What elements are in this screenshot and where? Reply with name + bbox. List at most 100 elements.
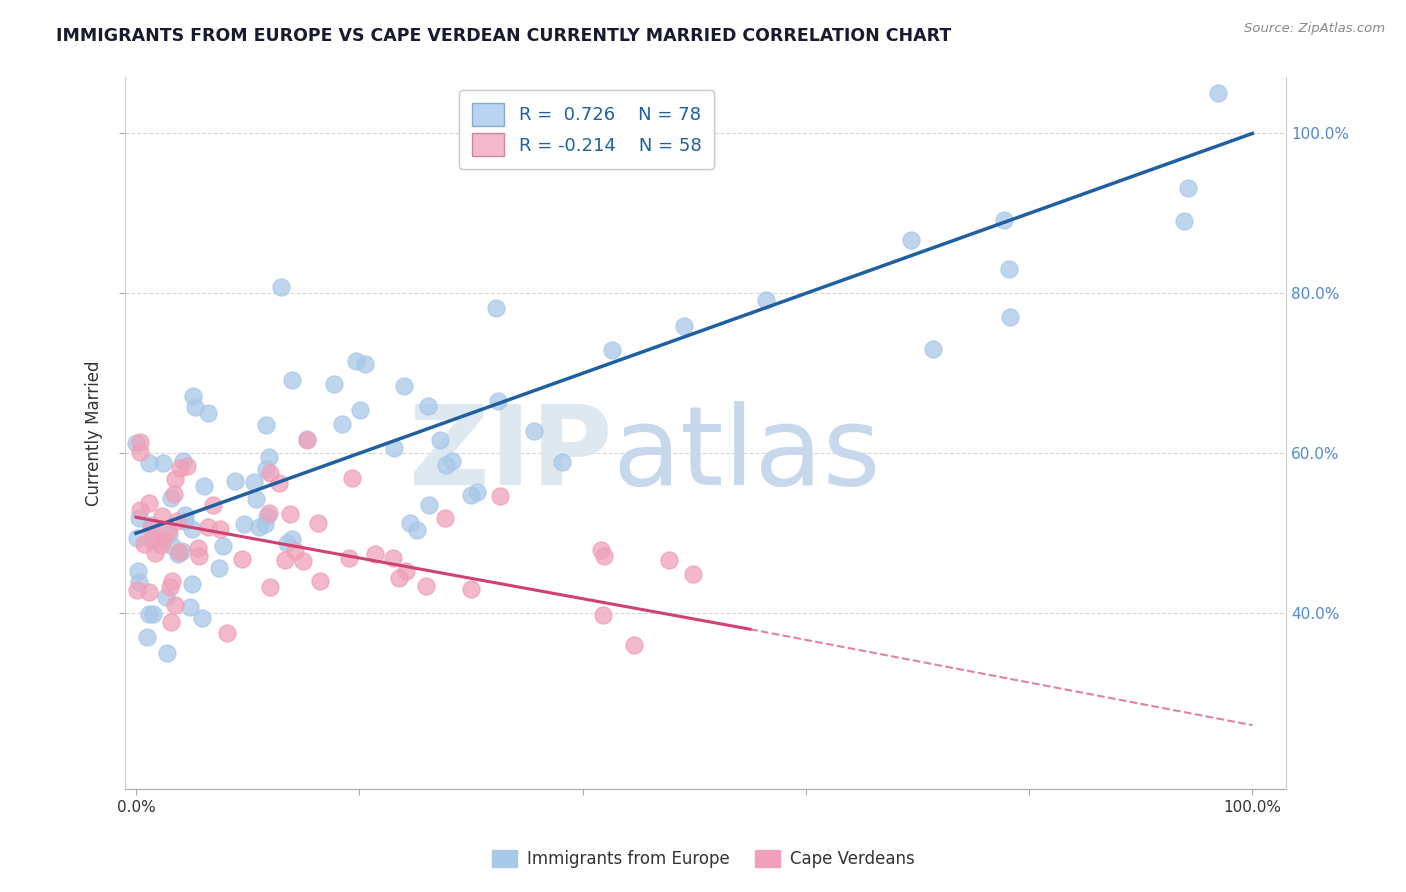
Point	[382, 441, 405, 455]
Point	[460, 582, 482, 597]
Point	[441, 454, 464, 468]
Point	[224, 474, 246, 488]
Point	[132, 537, 155, 551]
Point	[486, 394, 509, 409]
Point	[197, 407, 219, 421]
Point	[127, 564, 149, 578]
Point	[381, 551, 404, 566]
Point	[1173, 213, 1195, 227]
Legend: Immigrants from Europe, Cape Verdeans: Immigrants from Europe, Cape Verdeans	[485, 843, 921, 875]
Point	[416, 399, 439, 413]
Point	[364, 548, 387, 562]
Point	[280, 533, 302, 547]
Point	[488, 489, 510, 503]
Point	[209, 522, 232, 536]
Point	[254, 516, 277, 531]
Point	[188, 549, 211, 564]
Point	[152, 456, 174, 470]
Point	[127, 582, 149, 597]
Point	[281, 373, 304, 387]
Point	[593, 549, 616, 563]
Point	[166, 514, 188, 528]
Point	[181, 389, 204, 403]
Point	[139, 522, 162, 536]
Point	[212, 539, 235, 553]
Point	[150, 538, 173, 552]
Point	[162, 539, 184, 553]
Legend: R =  0.726    N = 78, R = -0.214    N = 58: R = 0.726 N = 78, R = -0.214 N = 58	[458, 90, 714, 169]
Point	[307, 516, 329, 530]
Point	[922, 343, 945, 357]
Point	[523, 424, 546, 438]
Point	[152, 533, 174, 548]
Point	[193, 479, 215, 493]
Point	[465, 484, 488, 499]
Point	[157, 524, 180, 538]
Point	[215, 625, 238, 640]
Point	[174, 514, 197, 528]
Point	[142, 607, 165, 622]
Point	[309, 574, 332, 589]
Point	[141, 533, 163, 548]
Point	[256, 417, 278, 432]
Point	[127, 531, 149, 545]
Point	[176, 458, 198, 473]
Point	[184, 401, 207, 415]
Point	[399, 516, 422, 530]
Text: ZIP: ZIP	[409, 401, 613, 508]
Point	[166, 548, 188, 562]
Point	[388, 572, 411, 586]
Point	[418, 498, 440, 512]
Point	[395, 564, 418, 578]
Point	[155, 590, 177, 604]
Point	[323, 376, 346, 391]
Point	[485, 301, 508, 315]
Point	[233, 517, 256, 532]
Point	[138, 456, 160, 470]
Point	[150, 508, 173, 523]
Point	[337, 550, 360, 565]
Point	[269, 476, 291, 491]
Point	[181, 576, 204, 591]
Point	[254, 462, 277, 476]
Point	[136, 631, 159, 645]
Text: IMMIGRANTS FROM EUROPE VS CAPE VERDEAN CURRENTLY MARRIED CORRELATION CHART: IMMIGRANTS FROM EUROPE VS CAPE VERDEAN C…	[56, 27, 952, 45]
Text: Source: ZipAtlas.com: Source: ZipAtlas.com	[1244, 22, 1385, 36]
Point	[256, 508, 278, 523]
Point	[340, 471, 363, 485]
Point	[167, 545, 190, 559]
Point	[550, 455, 572, 469]
Point	[993, 213, 1015, 227]
Point	[295, 433, 318, 447]
Point	[231, 551, 253, 566]
Text: atlas: atlas	[613, 401, 882, 508]
Point	[160, 615, 183, 629]
Point	[169, 461, 191, 475]
Point	[138, 496, 160, 510]
Point	[139, 517, 162, 532]
Point	[415, 580, 437, 594]
Point	[160, 574, 183, 588]
Point	[191, 610, 214, 624]
Point	[429, 433, 451, 447]
Point	[197, 520, 219, 534]
Point	[128, 575, 150, 590]
Point	[998, 262, 1021, 277]
Point	[755, 293, 778, 307]
Point	[900, 233, 922, 247]
Point	[245, 492, 267, 507]
Point	[460, 488, 482, 502]
Point	[128, 511, 150, 525]
Point	[589, 542, 612, 557]
Point	[138, 584, 160, 599]
Point	[344, 354, 367, 368]
Point	[433, 511, 456, 525]
Point	[257, 450, 280, 464]
Point	[243, 475, 266, 489]
Point	[138, 607, 160, 622]
Point	[392, 379, 415, 393]
Point	[330, 417, 353, 431]
Point	[658, 553, 681, 567]
Point	[354, 357, 377, 371]
Point	[270, 280, 292, 294]
